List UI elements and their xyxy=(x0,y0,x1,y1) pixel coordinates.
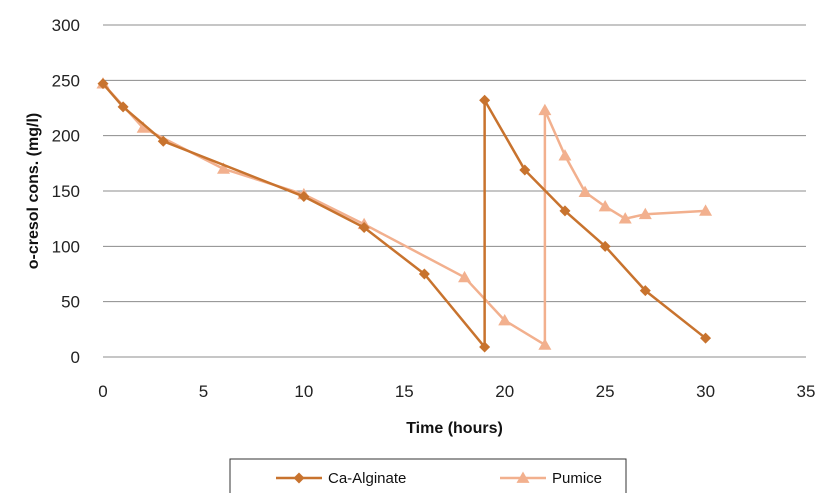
series-line-pumice xyxy=(102,82,706,347)
data-point-pumice xyxy=(538,103,552,116)
data-point-ca-alginate xyxy=(479,94,491,106)
x-tick-label: 20 xyxy=(495,382,514,401)
gridlines xyxy=(103,24,806,303)
data-point-pumice xyxy=(136,121,150,133)
x-axis-title: Time (hours) xyxy=(406,420,503,437)
data-point-pumice xyxy=(618,212,632,224)
legend-label-ca-alginate: Ca-Alginate xyxy=(328,470,406,487)
y-tick-label: 300 xyxy=(52,16,80,35)
x-tick-label: 30 xyxy=(696,382,715,401)
y-tick-label: 50 xyxy=(61,293,80,312)
x-tick-label: 5 xyxy=(199,382,208,401)
data-point-ca-alginate xyxy=(700,332,712,344)
legend: Ca-Alginate Pumice xyxy=(229,458,627,493)
y-tick-labels: 0 50 100 150 200 250 300 xyxy=(52,16,80,367)
data-point-ca-alginate xyxy=(639,285,651,297)
y-tick-label: 250 xyxy=(52,71,80,90)
y-axis-title: o-cresol cons. (mg/l) xyxy=(25,113,42,269)
data-point-pumice xyxy=(558,149,572,161)
legend-marker-ca-alginate xyxy=(293,472,305,484)
data-point-ca-alginate xyxy=(117,101,129,113)
data-point-ca-alginate xyxy=(418,268,430,280)
data-point-pumice xyxy=(638,207,652,220)
data-point-pumice xyxy=(458,270,472,283)
data-point-ca-alginate xyxy=(559,205,571,217)
x-tick-labels: 0 5 10 15 20 25 30 35 xyxy=(98,382,815,401)
data-point-ca-alginate xyxy=(298,191,310,203)
data-point-pumice xyxy=(598,199,612,212)
x-tick-label: 25 xyxy=(596,382,615,401)
data-point-pumice xyxy=(217,162,231,174)
x-tick-label: 0 xyxy=(98,382,107,401)
x-tick-label: 10 xyxy=(294,382,313,401)
data-point-ca-alginate xyxy=(599,240,611,252)
data-point-pumice xyxy=(538,338,552,350)
data-point-ca-alginate xyxy=(157,135,169,147)
data-point-pumice xyxy=(498,313,512,326)
y-tick-label: 0 xyxy=(71,348,80,367)
series-pumice xyxy=(96,77,713,350)
y-tick-label: 200 xyxy=(52,127,80,146)
data-point-ca-alginate xyxy=(519,164,531,176)
legend-marker-pumice xyxy=(516,471,530,483)
data-point-ca-alginate xyxy=(358,222,370,234)
y-tick-label: 150 xyxy=(52,182,80,201)
y-tick-label: 100 xyxy=(52,237,80,256)
series-ca-alginate xyxy=(97,78,712,353)
data-point-ca-alginate xyxy=(97,78,109,90)
data-point-ca-alginate xyxy=(479,341,491,353)
x-tick-label: 35 xyxy=(797,382,816,401)
series-layer xyxy=(96,77,713,353)
data-point-pumice xyxy=(578,185,592,197)
data-point-pumice xyxy=(699,204,713,216)
series-line-ca-alginate xyxy=(102,82,707,349)
x-tick-label: 15 xyxy=(395,382,414,401)
legend-label-pumice: Pumice xyxy=(552,470,602,487)
